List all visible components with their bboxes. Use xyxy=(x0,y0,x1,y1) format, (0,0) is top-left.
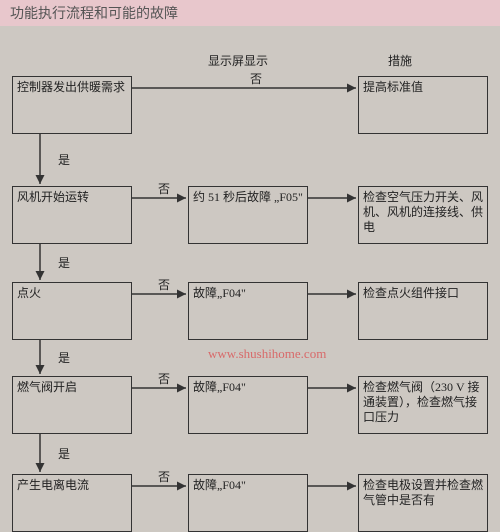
flow-box-r2: 检查点火组件接口 xyxy=(358,282,488,340)
flowchart-canvas: 控制器发出供暖需求 提高标准值风机开始运转约 51 秒后故障 „F05" 检查空气压… xyxy=(0,26,500,514)
header-action: 措施 xyxy=(388,52,412,69)
flow-box-n2: 点火 xyxy=(12,282,132,340)
edge-label-yes: 是 xyxy=(58,445,70,462)
flow-box-m2: 故障„F04" xyxy=(188,282,308,340)
page-title: 功能执行流程和可能的故障 xyxy=(0,0,500,26)
flow-box-n4: 产生电离电流 xyxy=(12,474,132,532)
edge-label-no: 否 xyxy=(250,70,262,87)
header-display: 显示屏显示 xyxy=(208,52,268,69)
edge-label-yes: 是 xyxy=(58,254,70,271)
flow-box-m4: 故障„F04" xyxy=(188,474,308,532)
watermark: www.shushihome.com xyxy=(208,346,326,362)
flow-box-n3: 燃气阀开启 xyxy=(12,376,132,434)
edge-label-yes: 是 xyxy=(58,349,70,366)
flow-box-n0: 控制器发出供暖需求 xyxy=(12,76,132,134)
flow-box-n1: 风机开始运转 xyxy=(12,186,132,244)
title-text: 功能执行流程和可能的故障 xyxy=(10,3,178,23)
flow-box-r1: 检查空气压力开关、风机、风机的连接线、供电 xyxy=(358,186,488,244)
edge-label-yes: 是 xyxy=(58,151,70,168)
flow-box-m1: 约 51 秒后故障 „F05" xyxy=(188,186,308,244)
edge-label-no: 否 xyxy=(158,370,170,387)
flow-box-m3: 故障„F04" xyxy=(188,376,308,434)
flow-box-r3: 检查燃气阀（230 V 接通装置），检查燃气接口压力 xyxy=(358,376,488,434)
edge-label-no: 否 xyxy=(158,180,170,197)
edge-label-no: 否 xyxy=(158,468,170,485)
edge-label-no: 否 xyxy=(158,276,170,293)
flow-box-r0: 提高标准值 xyxy=(358,76,488,134)
flow-box-r4: 检查电极设置并检查燃气管中是否有 xyxy=(358,474,488,532)
